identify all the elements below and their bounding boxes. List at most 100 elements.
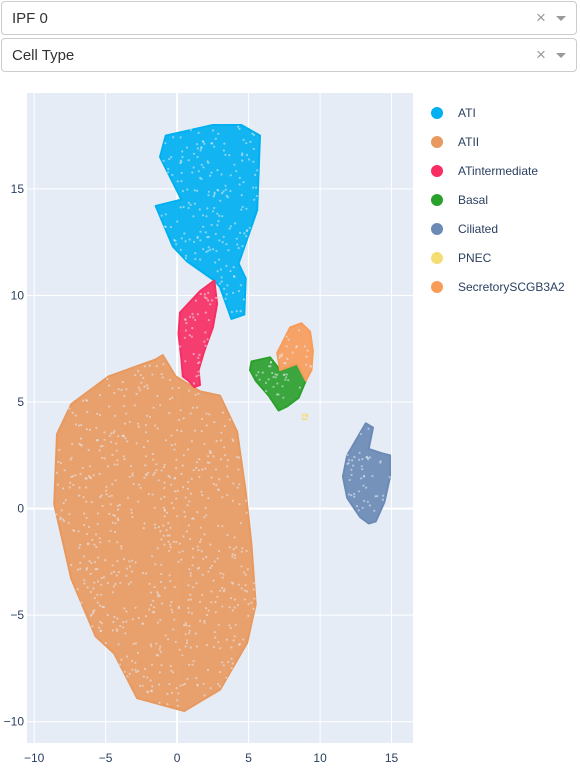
data-point-gap <box>169 534 171 536</box>
data-point-gap <box>231 667 233 669</box>
data-point-gap <box>161 215 163 217</box>
data-point-gap <box>152 453 154 455</box>
clear-icon[interactable]: × <box>532 8 550 28</box>
data-point-gap <box>221 496 223 498</box>
sample-dropdown[interactable]: IPF 0 × <box>1 1 577 35</box>
data-point-gap <box>226 639 228 641</box>
y-tick-label: 0 <box>17 502 24 516</box>
data-point-gap <box>250 602 252 604</box>
data-point-gap <box>194 258 196 260</box>
data-point-gap <box>234 554 236 556</box>
data-point-gap <box>197 371 199 373</box>
data-point-gap <box>288 339 290 341</box>
data-point-gap <box>143 527 145 529</box>
data-point-gap <box>253 134 255 136</box>
legend[interactable]: ATI ATII ATintermediate Basal Ciliated PNEC Se… <box>431 106 565 294</box>
legend-marker <box>431 165 443 177</box>
data-point-gap <box>202 558 204 560</box>
data-point-gap <box>232 662 234 664</box>
data-point-gap <box>201 418 203 420</box>
data-point-gap <box>353 493 355 495</box>
data-point-gap <box>188 500 190 502</box>
data-point-gap <box>180 409 182 411</box>
data-point-gap <box>178 607 180 609</box>
data-point-gap <box>180 559 182 561</box>
chevron-down-icon[interactable] <box>556 53 566 58</box>
data-point-gap <box>219 200 221 202</box>
data-point-gap <box>146 691 148 693</box>
umap-scatter-plot[interactable]: −10 −5 0 5 10 15 −10 −5 0 5 10 15 ATI ATII ATintermed… <box>0 80 580 771</box>
data-point-gap <box>189 594 191 596</box>
clear-icon[interactable]: × <box>532 45 550 65</box>
data-point-gap <box>282 397 284 399</box>
data-point-gap <box>130 465 132 467</box>
data-point-gap <box>184 318 186 320</box>
data-point-gap <box>205 556 207 558</box>
legend-item-secretoryscgb3a2[interactable]: SecretorySCGB3A2 <box>431 280 565 294</box>
data-point-gap <box>171 692 173 694</box>
data-point-gap <box>179 685 181 687</box>
legend-item-atii[interactable]: ATII <box>431 135 479 149</box>
data-point-gap <box>117 435 119 437</box>
data-point-gap <box>174 443 176 445</box>
data-point-gap <box>83 582 85 584</box>
data-point-gap <box>151 373 153 375</box>
data-point-gap <box>189 538 191 540</box>
data-point-gap <box>167 541 169 543</box>
data-point-gap <box>208 413 210 415</box>
data-point-gap <box>150 604 152 606</box>
data-point-gap <box>197 549 199 551</box>
data-point-gap <box>204 468 206 470</box>
data-point-gap <box>171 397 173 399</box>
data-point-gap <box>164 587 166 589</box>
color-by-dropdown[interactable]: Cell Type × <box>1 38 577 72</box>
data-point-gap <box>83 555 85 557</box>
data-point-gap <box>87 543 89 545</box>
data-point-gap <box>165 213 167 215</box>
data-point-gap <box>197 156 199 158</box>
data-point-gap <box>239 643 241 645</box>
data-point-gap <box>185 633 187 635</box>
data-point-gap <box>171 444 173 446</box>
data-point-gap <box>209 175 211 177</box>
data-point-gap <box>192 215 194 217</box>
data-point-gap <box>104 559 106 561</box>
data-point-gap <box>213 146 215 148</box>
data-point-gap <box>210 451 212 453</box>
data-point-gap <box>168 683 170 685</box>
data-point-gap <box>207 299 209 301</box>
data-point-gap <box>118 643 120 645</box>
data-point-gap <box>73 530 75 532</box>
data-point-gap <box>147 387 149 389</box>
chevron-down-icon[interactable] <box>556 16 566 21</box>
data-point-gap <box>131 512 133 514</box>
data-point-gap <box>262 372 264 374</box>
data-point-gap <box>130 509 132 511</box>
data-point-gap <box>68 513 70 515</box>
legend-marker <box>431 136 443 148</box>
data-point-gap <box>369 504 371 506</box>
data-point-gap <box>185 645 187 647</box>
data-point-gap <box>205 413 207 415</box>
data-point-gap <box>186 639 188 641</box>
legend-item-basal[interactable]: Basal <box>431 193 488 207</box>
legend-item-ciliated[interactable]: Ciliated <box>431 222 498 236</box>
data-point-gap <box>246 550 248 552</box>
data-point-gap <box>235 170 237 172</box>
data-point-gap <box>199 620 201 622</box>
legend-marker <box>431 194 443 206</box>
data-point-gap <box>151 664 153 666</box>
data-point-gap <box>163 544 165 546</box>
legend-item-atintermediate[interactable]: ATintermediate <box>431 164 538 178</box>
data-point-gap <box>171 611 173 613</box>
data-point-gap <box>229 228 231 230</box>
data-point-gap <box>75 423 77 425</box>
data-point-gap <box>271 372 273 374</box>
data-point-gap <box>236 238 238 240</box>
data-point-gap <box>199 208 201 210</box>
data-point-gap <box>146 676 148 678</box>
data-point-gap <box>208 319 210 321</box>
legend-item-ati[interactable]: ATI <box>431 106 476 120</box>
legend-item-pnec[interactable]: PNEC <box>431 251 492 265</box>
data-point-gap <box>80 438 82 440</box>
